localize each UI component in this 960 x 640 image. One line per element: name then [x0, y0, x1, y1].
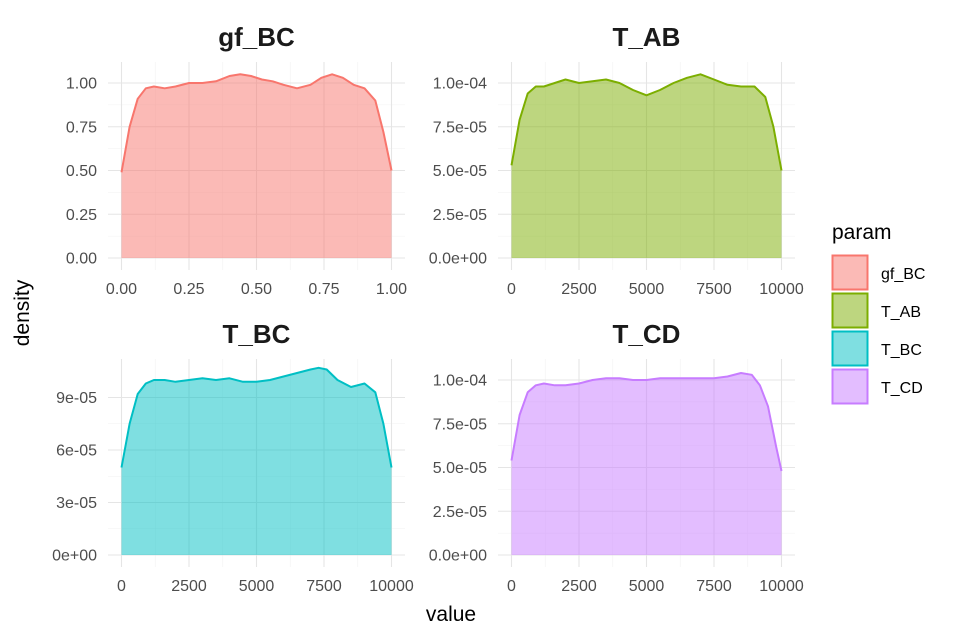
y-tick-label: 7.5e-05 [433, 416, 487, 433]
y-tick-label: 1.0e-04 [433, 76, 487, 93]
x-tick-label: 5000 [239, 578, 275, 595]
legend: param gf_BC T_AB T_BC T_CD [831, 221, 925, 405]
x-tick-label: 0.50 [241, 281, 272, 298]
y-tick-label: 0.25 [66, 207, 97, 224]
x-axis-title: value [426, 603, 476, 626]
legend-label: T_AB [881, 304, 921, 321]
density-area [121, 367, 392, 555]
x-tick-label: 2500 [171, 578, 207, 595]
facet-panel: 0 2500 5000 7500 10000 0.0e+00 2.5e-05 5.0e-05 7… [429, 22, 804, 298]
legend-key [831, 368, 869, 405]
y-tick-label: 0.50 [66, 163, 97, 180]
legend-key [831, 292, 869, 329]
x-tick-label: 1.00 [376, 281, 407, 298]
legend-title: param [832, 221, 892, 244]
y-axis-title: density [11, 279, 34, 346]
x-tick-label: 10000 [759, 281, 804, 298]
facet-panel: 0 2500 5000 7500 10000 0e+00 3e-05 6e-05 9e-05 T_… [52, 319, 414, 595]
x-tick-label: 7500 [696, 578, 732, 595]
density-line [120, 73, 393, 173]
facet-title: T_CD [613, 319, 681, 349]
y-tick-label: 6e-05 [56, 443, 97, 460]
x-tick-label: 0.00 [106, 281, 137, 298]
density-line [510, 73, 783, 171]
y-tick-label: 5.0e-05 [433, 163, 487, 180]
facet-title: T_BC [223, 319, 291, 349]
legend-item: T_AB [831, 292, 921, 329]
legend-item: gf_BC [831, 254, 925, 291]
legend-key [831, 254, 869, 291]
legend-item: T_BC [831, 330, 922, 367]
y-tick-label: 2.5e-05 [433, 504, 487, 521]
facet-panel: 0 2500 5000 7500 10000 0.0e+00 2.5e-05 5.0e-05 7… [429, 319, 804, 595]
density-area [511, 74, 782, 258]
y-tick-label: 7.5e-05 [433, 119, 487, 136]
facet-title: T_AB [613, 22, 681, 52]
density-line [510, 372, 783, 472]
legend-label: gf_BC [881, 266, 925, 283]
legend-item: T_CD [831, 368, 923, 405]
x-tick-label: 2500 [561, 578, 597, 595]
x-tick-label: 0.25 [173, 281, 204, 298]
y-tick-label: 0.0e+00 [429, 251, 487, 268]
legend-label: T_BC [881, 342, 922, 359]
y-tick-label: 2.5e-05 [433, 207, 487, 224]
density-area [121, 74, 392, 258]
legend-key [831, 330, 869, 367]
y-tick-label: 0.00 [66, 251, 97, 268]
facet-title: gf_BC [218, 22, 295, 52]
x-tick-label: 0 [507, 578, 516, 595]
y-tick-label: 9e-05 [56, 390, 97, 407]
legend-label: T_CD [881, 380, 923, 397]
x-tick-label: 10000 [759, 578, 804, 595]
y-tick-label: 1.00 [66, 76, 97, 93]
x-tick-label: 7500 [696, 281, 732, 298]
x-tick-label: 2500 [561, 281, 597, 298]
y-tick-label: 3e-05 [56, 495, 97, 512]
y-tick-label: 0.0e+00 [429, 548, 487, 565]
x-tick-label: 0 [117, 578, 126, 595]
x-tick-label: 7500 [306, 578, 342, 595]
y-tick-label: 0e+00 [52, 548, 97, 565]
y-tick-label: 0.75 [66, 119, 97, 136]
y-tick-label: 1.0e-04 [433, 373, 487, 390]
x-tick-label: 5000 [629, 281, 665, 298]
density-area [511, 373, 782, 555]
facet-panel: 0.00 0.25 0.50 0.75 1.00 0.00 0.25 0.50 0.75 1.00… [66, 22, 407, 298]
x-tick-label: 0 [507, 281, 516, 298]
x-tick-label: 10000 [369, 578, 414, 595]
y-tick-label: 5.0e-05 [433, 460, 487, 477]
x-tick-label: 5000 [629, 578, 665, 595]
density-line [120, 366, 393, 468]
x-tick-label: 0.75 [308, 281, 339, 298]
facet-panels: 0.00 0.25 0.50 0.75 1.00 0.00 0.25 0.50 0.75 1.00… [52, 22, 804, 595]
